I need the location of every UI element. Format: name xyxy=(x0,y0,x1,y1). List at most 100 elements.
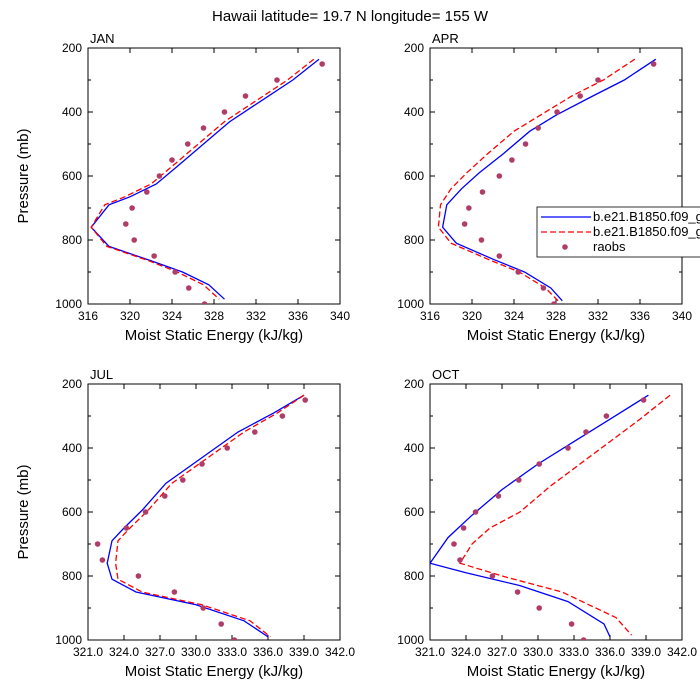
x-tick-label: 324 xyxy=(162,309,182,323)
y-tick-label: 200 xyxy=(62,41,82,55)
y-tick-label: 600 xyxy=(62,505,82,519)
raobs-point xyxy=(180,477,186,483)
raobs-point xyxy=(242,93,249,99)
raobs-point xyxy=(603,413,610,419)
x-tick-label: 336.0 xyxy=(253,645,283,659)
raobs-point xyxy=(568,621,575,627)
raobs-point xyxy=(171,589,178,595)
model-run-2-line xyxy=(90,58,315,300)
raobs-point xyxy=(94,541,101,547)
raobs-point xyxy=(274,77,280,83)
x-tick-label: 340 xyxy=(330,309,350,323)
raobs-point xyxy=(554,109,560,115)
raobs-point xyxy=(522,141,529,147)
raobs-point xyxy=(184,141,191,147)
plot-area xyxy=(94,394,309,640)
legend-marker-raobs xyxy=(562,244,568,250)
x-tick-label: 342.0 xyxy=(667,645,697,659)
x-tick-label: 316 xyxy=(420,309,440,323)
model-run-1-line xyxy=(90,58,320,300)
raobs-point xyxy=(302,397,309,403)
model-run-1-line xyxy=(430,394,649,638)
x-tick-label: 332 xyxy=(588,309,608,323)
raobs-point xyxy=(151,253,157,259)
y-tick-label: 800 xyxy=(404,569,424,583)
x-tick-label: 320 xyxy=(120,309,140,323)
figure-title: Hawaii latitude= 19.7 N longitude= 155 W xyxy=(212,8,489,25)
legend: b.e21.B1850.f09_g17b.e21.B1850.f09_g17ra… xyxy=(536,206,700,258)
raobs-point xyxy=(496,173,503,179)
raobs-point xyxy=(162,493,168,499)
y-tick-label: 400 xyxy=(404,105,424,119)
raobs-point xyxy=(472,509,479,515)
y-tick-label: 1000 xyxy=(55,297,82,311)
y-tick-label: 200 xyxy=(62,377,82,391)
y-tick-label: 400 xyxy=(62,105,82,119)
raobs-point xyxy=(135,573,142,579)
raobs-point xyxy=(279,413,286,419)
x-axis-title: Moist Static Energy (kJ/kg) xyxy=(125,663,303,680)
raobs-point xyxy=(156,173,163,179)
legend-label: raobs xyxy=(593,239,626,254)
raobs-point xyxy=(142,509,149,515)
raobs-point xyxy=(252,429,258,435)
x-tick-label: 330.0 xyxy=(181,645,211,659)
model-run-2-line xyxy=(458,394,671,636)
raobs-point xyxy=(218,621,224,627)
x-tick-label: 321.0 xyxy=(73,645,103,659)
raobs-point xyxy=(535,125,541,131)
x-tick-label: 316 xyxy=(78,309,98,323)
raobs-point xyxy=(186,285,192,291)
y-tick-label: 800 xyxy=(404,233,424,247)
x-tick-label: 330.0 xyxy=(523,645,553,659)
x-tick-label: 327.0 xyxy=(145,645,175,659)
raobs-point xyxy=(565,445,571,451)
raobs-point xyxy=(461,221,468,227)
raobs-point xyxy=(123,525,130,531)
raobs-point xyxy=(451,541,457,547)
raobs-point xyxy=(224,445,230,451)
panel-oct: 321.0 324.0 327.0 330.0 333.0 336.0 339.0 342.0… xyxy=(397,367,697,680)
raobs-point xyxy=(540,285,547,291)
x-axis-title: Moist Static Energy (kJ/kg) xyxy=(467,327,645,344)
raobs-point xyxy=(131,237,137,243)
x-tick-label: 333.0 xyxy=(217,645,247,659)
raobs-point xyxy=(536,461,542,467)
model-run-1-line xyxy=(441,58,657,302)
y-tick-label: 800 xyxy=(62,569,82,583)
y-tick-label: 200 xyxy=(404,377,424,391)
raobs-point xyxy=(595,77,601,83)
y-tick-label: 600 xyxy=(404,505,424,519)
raobs-point xyxy=(580,637,587,640)
x-tick-label: 321.0 xyxy=(415,645,445,659)
y-tick-label: 1000 xyxy=(55,633,82,647)
raobs-point xyxy=(457,557,463,563)
raobs-point xyxy=(489,573,496,579)
raobs-point xyxy=(129,205,135,211)
y-axis-title: Pressure (mb) xyxy=(15,464,32,559)
x-tick-label: 333.0 xyxy=(559,645,589,659)
raobs-point xyxy=(231,637,238,640)
raobs-point xyxy=(144,189,150,195)
raobs-point xyxy=(319,61,325,67)
legend-label: b.e21.B1850.f09_g17 xyxy=(593,209,700,224)
raobs-point xyxy=(551,301,557,304)
x-tick-label: 324 xyxy=(504,309,524,323)
x-tick-label: 339.0 xyxy=(631,645,661,659)
x-tick-label: 336.0 xyxy=(595,645,625,659)
raobs-point xyxy=(478,237,485,243)
raobs-point xyxy=(514,589,521,595)
raobs-point xyxy=(583,429,589,435)
raobs-point xyxy=(123,221,129,227)
raobs-point xyxy=(650,61,657,67)
plot-area xyxy=(430,394,671,640)
x-tick-label: 327.0 xyxy=(487,645,517,659)
panel-jan: 316 320 324 328 332 336 340 200 400 600 800 1000 JAN… xyxy=(15,31,350,344)
raobs-point xyxy=(99,557,106,563)
x-axis-title: Moist Static Energy (kJ/kg) xyxy=(467,663,645,680)
panels: 316 320 324 328 332 336 340 200 400 600 800 1000 JAN… xyxy=(15,31,697,680)
raobs-point xyxy=(200,605,206,611)
plot-frame xyxy=(87,383,341,641)
x-tick-label: 320 xyxy=(462,309,482,323)
raobs-point xyxy=(172,269,178,275)
